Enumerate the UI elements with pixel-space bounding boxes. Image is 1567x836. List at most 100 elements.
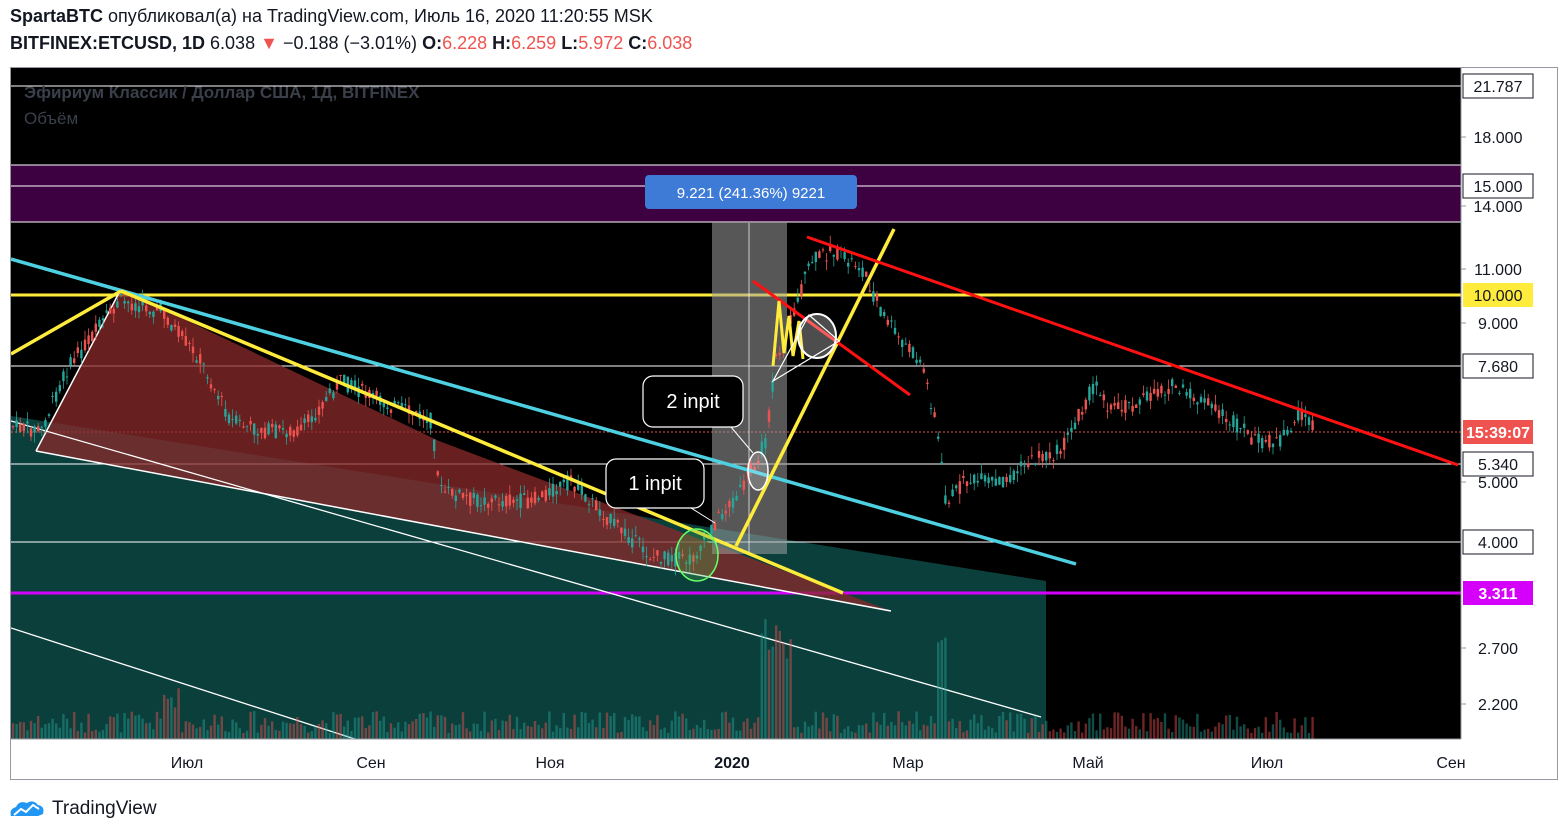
volume-bar <box>587 722 591 739</box>
candle-body <box>685 562 688 564</box>
volume-bar <box>379 720 382 739</box>
candle-body <box>641 546 645 553</box>
candle-body <box>1289 430 1293 433</box>
callout-1[interactable]: 1 inpit <box>605 458 716 524</box>
volume-bar <box>1311 717 1314 739</box>
volume-bar <box>173 707 177 739</box>
candle-body <box>202 363 205 365</box>
candle-body <box>332 392 335 399</box>
candle-body <box>1045 451 1048 461</box>
volume-bar <box>857 725 861 739</box>
volume-bar <box>296 716 299 739</box>
volume-bar <box>285 722 288 739</box>
author-name[interactable]: SpartaBTC <box>10 6 104 26</box>
candle-body <box>890 320 893 322</box>
yellow-breakout-line[interactable] <box>734 228 896 547</box>
volume-bar <box>206 730 209 739</box>
candle-body <box>767 410 771 422</box>
candle-body <box>382 403 385 408</box>
volume-bar <box>1055 731 1059 739</box>
volume-bar <box>1070 722 1073 739</box>
yellow-descending-line[interactable] <box>120 289 844 595</box>
time-axis-label: Июл <box>1251 755 1283 772</box>
candle-body <box>821 249 825 251</box>
volume-bar <box>847 726 850 739</box>
candle-body <box>188 342 191 345</box>
price-chart[interactable]: 1 inpit 2 inpit 9.221 (241.36%) 9221 Эфи… <box>11 68 1558 780</box>
candle-body <box>1160 385 1163 394</box>
candle-body <box>220 395 223 397</box>
volume-bar <box>440 715 443 739</box>
candle-body <box>1192 397 1195 401</box>
volume-bar <box>933 723 936 739</box>
candle-body <box>397 402 400 404</box>
volume-bar <box>281 721 285 739</box>
yellow-rising-line[interactable] <box>11 289 122 356</box>
candle-body <box>483 497 486 505</box>
volume-bar <box>595 727 598 739</box>
candle-body <box>317 406 321 415</box>
volume-bar <box>1149 713 1152 739</box>
chart-frame[interactable]: 1 inpit 2 inpit 9.221 (241.36%) 9221 Эфи… <box>10 67 1558 780</box>
candle-body <box>829 243 832 252</box>
volume-bar <box>404 721 407 739</box>
volume-bar <box>238 728 241 739</box>
candle-body <box>904 343 907 345</box>
candle-body <box>271 423 274 428</box>
candle-body <box>663 551 666 560</box>
candle-body <box>1041 453 1044 462</box>
candle-body <box>105 310 108 313</box>
red-trendline[interactable] <box>806 235 1459 467</box>
time-axis-label: Май <box>1072 755 1103 772</box>
volume-bar <box>850 731 853 739</box>
volume-bar <box>15 723 18 739</box>
candle-body <box>26 421 29 424</box>
volume-bar <box>875 721 879 739</box>
volume-bar <box>811 725 814 739</box>
volume-bar <box>1185 723 1188 739</box>
volume-bar <box>1005 720 1008 739</box>
candle-body <box>940 461 943 464</box>
volume-bar <box>177 688 180 739</box>
volume-bar <box>544 722 547 739</box>
red-flag-line[interactable] <box>752 279 911 397</box>
volume-bar <box>141 718 144 739</box>
candle-body <box>94 323 97 332</box>
volume-bar <box>382 716 385 739</box>
volume-bar <box>152 729 155 739</box>
candle-body <box>87 335 90 345</box>
volume-bar <box>620 731 623 739</box>
candle-body <box>955 485 958 489</box>
volume-bar <box>112 717 115 739</box>
volume-bar <box>397 722 400 739</box>
callout-2[interactable]: 2 inpit <box>642 375 754 454</box>
candle-body <box>976 480 979 483</box>
tradingview-brand[interactable]: TradingView <box>52 798 157 819</box>
volume-bar <box>62 714 65 739</box>
candle-body <box>667 552 670 566</box>
cyan-trendline[interactable] <box>11 257 1077 566</box>
volume-bar <box>83 732 87 739</box>
volume-bar <box>1131 718 1134 739</box>
volume-bar <box>865 723 868 739</box>
volume-bar <box>501 720 504 739</box>
time-axis[interactable] <box>11 739 1558 780</box>
volume-bar <box>155 711 159 739</box>
candle-body <box>1156 389 1159 397</box>
candle-body <box>321 402 324 409</box>
candle-body <box>1070 427 1073 432</box>
volume-bar <box>137 714 141 739</box>
volume-bar <box>490 720 493 739</box>
candle-body <box>962 475 965 479</box>
volume-bar <box>321 720 324 739</box>
volume-bar <box>602 727 605 739</box>
candle-body <box>487 503 490 508</box>
candle-body <box>51 395 54 397</box>
volume-bar <box>339 713 342 739</box>
candle-body <box>623 528 627 536</box>
candle-body <box>137 306 141 313</box>
candle-body <box>1189 388 1192 399</box>
candle-body <box>1059 451 1062 454</box>
candle-body <box>1023 465 1026 467</box>
volume-bar <box>818 728 821 739</box>
